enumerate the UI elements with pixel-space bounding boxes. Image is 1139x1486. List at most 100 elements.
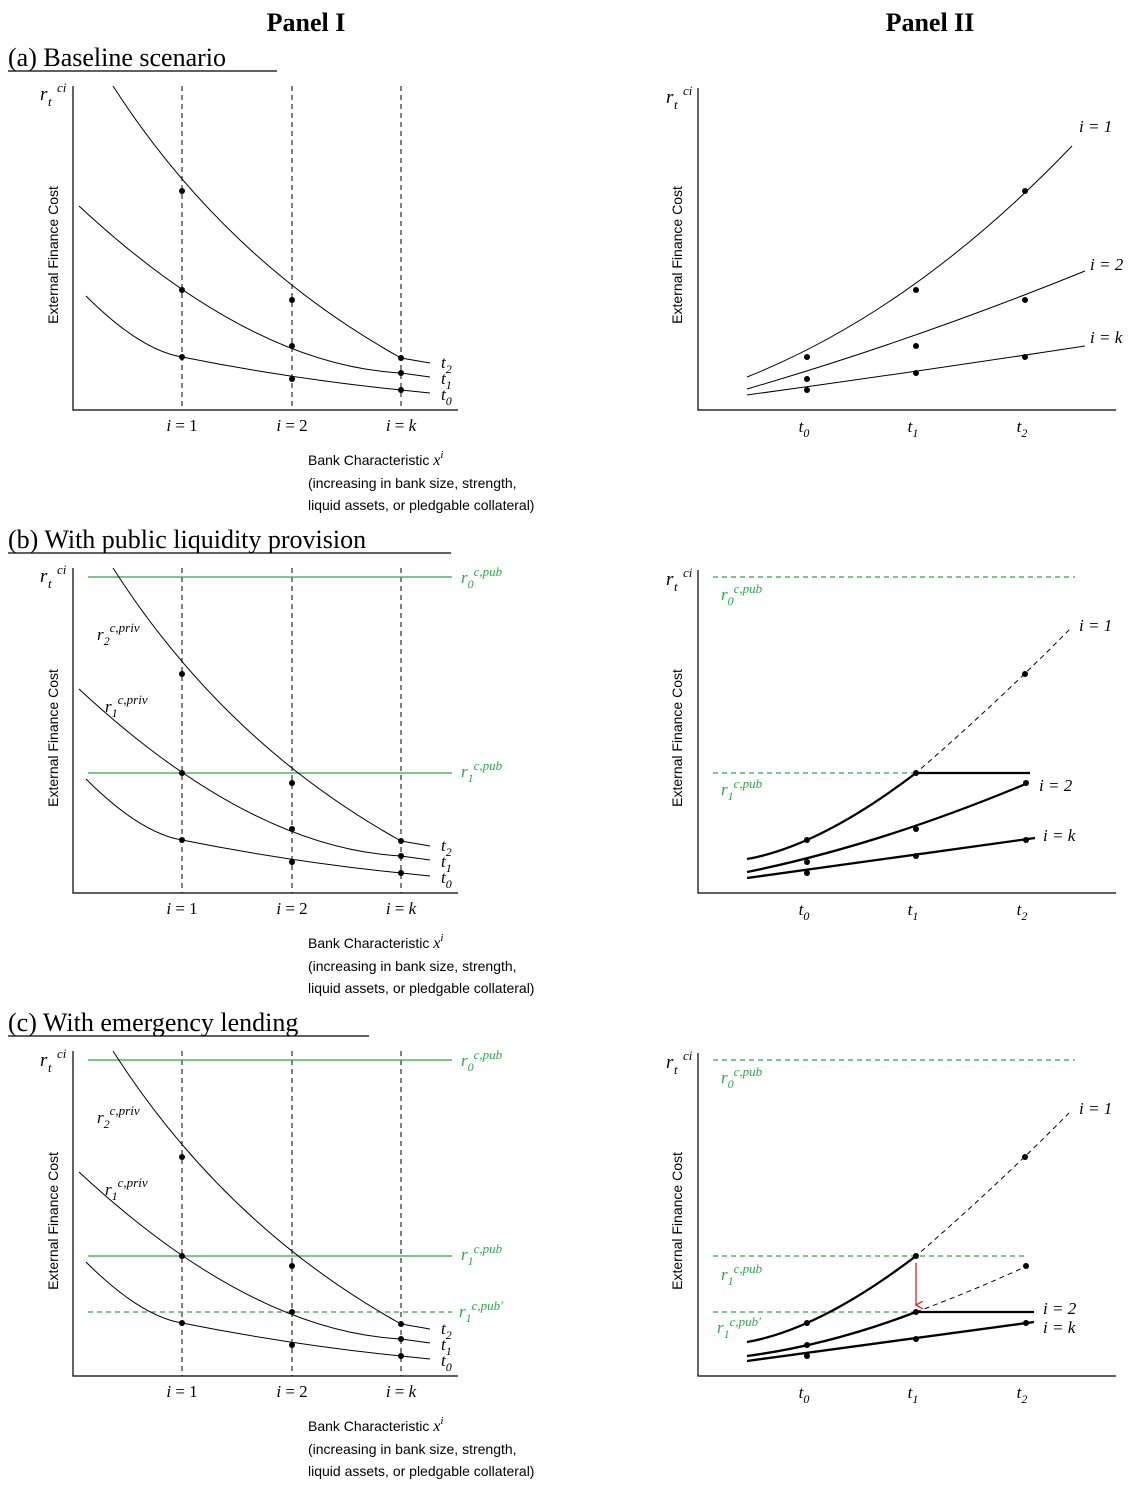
point-ik-t2 — [1022, 354, 1028, 360]
point-ik-t1 — [913, 370, 919, 376]
point-t0-i1 — [179, 354, 185, 360]
x-axis-note-line2: liquid assets, or pledgable collateral) — [308, 980, 534, 996]
tick-t0: t0 — [799, 417, 810, 440]
panel-c-left: r t ci External Finance Cost — [40, 1046, 534, 1479]
y-symbol: r — [40, 1050, 48, 1071]
y-axis-title: External Finance Cost — [45, 186, 61, 324]
label-i2: i = 2 — [1039, 776, 1073, 795]
y-symbol-sup: ci — [683, 83, 693, 98]
point-ik-t0 — [804, 387, 810, 393]
point-t1-ik — [398, 1336, 404, 1342]
curve-t1 — [78, 205, 431, 378]
point-i2-t0 — [804, 859, 810, 865]
y-axis-label: r t ci — [666, 83, 693, 112]
data-points — [179, 1154, 404, 1359]
tick-t1: t1 — [908, 900, 919, 923]
label-t0: t0 — [441, 868, 452, 891]
panel-b-right: r t ci External Finance Cost — [666, 565, 1116, 923]
x-axis-title-main: Bank Characteristic xi — [308, 932, 443, 952]
point-t1-ik — [398, 370, 404, 376]
point-i2-t1 — [913, 826, 919, 832]
curve-labels: i = 1 i = 2 i = k — [1043, 1099, 1112, 1337]
x-axis-note-line1: (increasing in bank size, strength, — [308, 958, 517, 974]
x-axis-note-line2: liquid assets, or pledgable collateral) — [308, 497, 534, 513]
y-symbol: r — [40, 566, 48, 587]
y-axis-title: External Finance Cost — [669, 1152, 685, 1290]
tick-i2: i = 2 — [276, 899, 307, 918]
tick-i1: i = 1 — [166, 416, 197, 435]
label-r0-pub: r0c,pub — [721, 581, 763, 608]
y-axis-label: r t ci — [40, 80, 67, 109]
priv-labels: r2c,priv r1c,priv — [97, 1103, 148, 1203]
curve-ik — [746, 836, 1036, 880]
curve-i2 — [746, 270, 1086, 390]
point-ik-t0 — [804, 870, 810, 876]
curve-i2-dashed — [915, 1265, 1028, 1313]
label-t1: t1 — [441, 369, 452, 392]
point-t0-ik — [398, 1353, 404, 1359]
green-labels: r0c,pub r1c,pub r1c,pub′ — [717, 1064, 763, 1341]
label-r2-priv: r2c,priv — [97, 1103, 140, 1131]
label-i1: i = 1 — [1079, 117, 1112, 136]
label-r1-pub: r1c,pub — [721, 1261, 763, 1288]
label-t2: t2 — [441, 1319, 452, 1342]
point-t1-i2 — [289, 343, 295, 349]
label-t2: t2 — [441, 353, 452, 376]
label-ik: i = k — [1043, 1318, 1076, 1337]
point-i2-t2 — [1023, 780, 1029, 786]
x-axis-note-line1: (increasing in bank size, strength, — [308, 1441, 517, 1457]
point-t2-i2 — [289, 780, 295, 786]
y-symbol-sub: t — [674, 579, 678, 594]
point-i1-t2 — [1022, 188, 1028, 194]
point-t1-i2 — [289, 826, 295, 832]
label-i2: i = 2 — [1043, 1299, 1077, 1318]
point-t1-ik — [398, 853, 404, 859]
curve-ik — [746, 1320, 1035, 1363]
data-points — [179, 188, 404, 393]
y-axis-title: External Finance Cost — [669, 669, 685, 807]
curve-t1 — [78, 1171, 431, 1344]
label-ik: i = k — [1090, 328, 1123, 347]
point-ik-t2 — [1023, 837, 1029, 843]
row-c-title: (c) With emergency lending — [8, 1008, 298, 1037]
point-t0-i2 — [289, 376, 295, 382]
point-i2-t0 — [804, 1342, 810, 1348]
label-i1: i = 1 — [1079, 616, 1112, 635]
curve-i2-bold — [746, 1310, 917, 1358]
point-t0-i1 — [179, 1320, 185, 1326]
x-tick-labels: t0 t1 t2 — [799, 900, 1028, 923]
tick-ik: i = k — [386, 899, 417, 918]
axes — [72, 568, 458, 894]
label-t1: t1 — [441, 1335, 452, 1358]
tick-i2: i = 2 — [276, 416, 307, 435]
axes — [697, 88, 1116, 411]
curve-i1-bold — [746, 772, 917, 861]
curve-t2 — [112, 85, 431, 364]
row-b-title: (b) With public liquidity provision — [8, 525, 366, 554]
axes — [72, 1051, 458, 1377]
tick-ik: i = k — [386, 1382, 417, 1401]
label-t0: t0 — [441, 385, 452, 408]
axes — [697, 570, 1116, 894]
point-t2-i1 — [179, 671, 185, 677]
x-tick-labels: i = 1 i = 2 i = k — [166, 1382, 416, 1401]
y-symbol: r — [666, 569, 674, 590]
point-t0-ik — [398, 870, 404, 876]
label-r1-pub-prime: r1c,pub′ — [459, 1298, 503, 1325]
data-points — [179, 671, 404, 876]
y-axis-label: r t ci — [40, 562, 67, 591]
curve-labels: i = 1 i = 2 i = k — [1079, 117, 1124, 347]
curve-i1 — [746, 145, 1073, 378]
label-r2-priv: r2c,priv — [97, 620, 140, 648]
panel-b-left: r t ci External Finance Cost — [40, 562, 534, 996]
row-a-title: (a) Baseline scenario — [8, 43, 226, 72]
curve-i2 — [746, 781, 1029, 874]
priv-labels: r2c,priv r1c,priv — [97, 620, 148, 720]
point-t2-i1 — [179, 188, 185, 194]
point-i2-t2 — [1023, 1263, 1029, 1269]
label-r1-priv: r1c,priv — [105, 692, 148, 720]
x-axis-note-line2: liquid assets, or pledgable collateral) — [308, 1463, 534, 1479]
point-t0-ik — [398, 387, 404, 393]
